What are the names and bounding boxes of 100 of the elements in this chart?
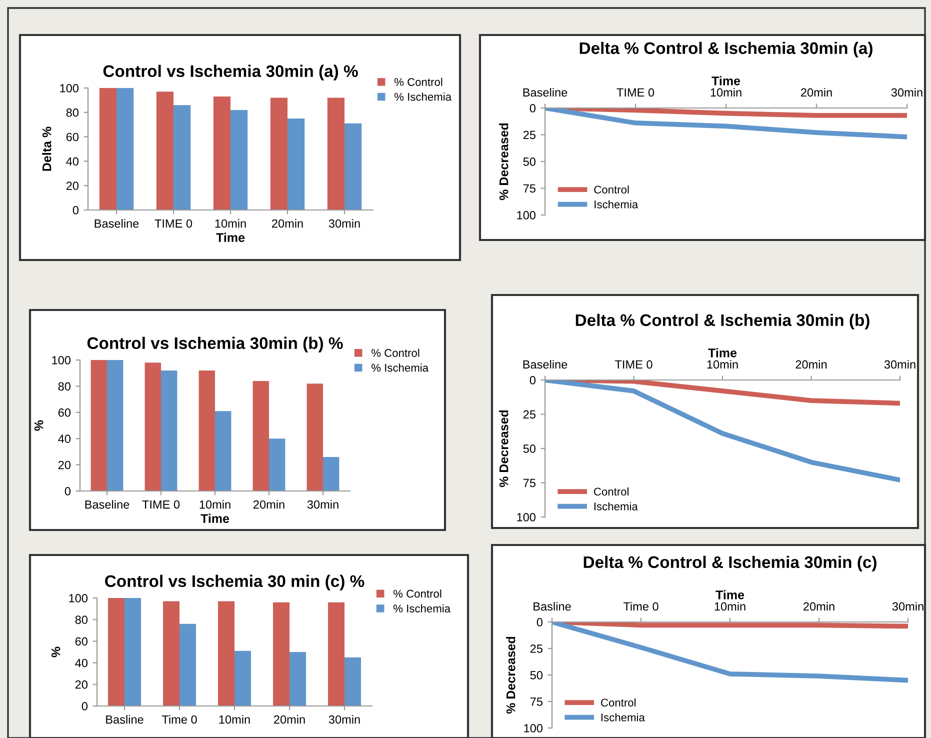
y-tick-label: 20 bbox=[58, 460, 71, 470]
legend-label: % Control bbox=[372, 348, 420, 357]
y-tick-label: 75 bbox=[530, 698, 542, 706]
bar bbox=[198, 370, 215, 491]
y-axis-title: % Decreased bbox=[499, 410, 508, 488]
y-tick-label: 40 bbox=[66, 157, 79, 166]
y-tick-label: 100 bbox=[517, 211, 536, 220]
y-tick-label: 25 bbox=[523, 130, 536, 140]
y-tick-label: 60 bbox=[75, 637, 88, 646]
y-tick-label: 40 bbox=[75, 658, 88, 668]
y-tick-label: 0 bbox=[536, 618, 543, 626]
y-tick-label: 80 bbox=[58, 382, 71, 391]
x-tick-label: 30min bbox=[884, 360, 916, 369]
bar bbox=[215, 411, 232, 491]
x-tick-label: Time 0 bbox=[162, 715, 197, 724]
legend-label: % Ischemia bbox=[394, 604, 451, 612]
y-axis-title: % Decreased bbox=[499, 123, 508, 200]
y-tick-label: 0 bbox=[82, 702, 88, 710]
bar bbox=[161, 370, 178, 491]
y-tick-label: 80 bbox=[75, 616, 88, 624]
y-tick-label: 20 bbox=[75, 680, 88, 689]
x-tick-label: Basline bbox=[534, 602, 571, 611]
bar bbox=[163, 601, 180, 706]
x-axis-title: Time bbox=[216, 232, 245, 242]
x-tick-label: Time 0 bbox=[623, 602, 658, 611]
legend-label: % Ischemia bbox=[372, 364, 429, 372]
x-tick-label: Baseline bbox=[523, 360, 568, 369]
y-tick-label: 75 bbox=[523, 184, 536, 193]
y-tick-label: 50 bbox=[530, 671, 543, 680]
y-tick-label: 100 bbox=[517, 513, 536, 522]
x-tick-label: 20min bbox=[254, 500, 284, 509]
chart-title: Delta % Control & Ischemia 30min (a) bbox=[580, 42, 872, 58]
bar bbox=[344, 123, 362, 210]
x-tick-label: TIME 0 bbox=[142, 500, 180, 509]
chart-title: Control vs Ischemia 30min (b) % bbox=[87, 336, 343, 352]
x-tick-label: 10min bbox=[215, 219, 246, 228]
bar bbox=[116, 88, 134, 210]
y-axis-title: Delta % bbox=[42, 126, 52, 171]
x-tick-label: 20min bbox=[274, 715, 305, 724]
bar bbox=[230, 110, 248, 210]
y-tick-label: 20 bbox=[66, 182, 79, 190]
bar bbox=[174, 105, 191, 210]
x-tick-label: 30min bbox=[328, 715, 360, 724]
x-tick-label: Baseline bbox=[523, 88, 568, 97]
y-tick-label: 75 bbox=[523, 478, 536, 488]
y-tick-label: 0 bbox=[530, 104, 536, 112]
y-tick-label: 50 bbox=[523, 444, 536, 453]
chart-title: Delta % Control & Ischemia 30min (b) bbox=[576, 314, 870, 330]
x-tick-label: 30min bbox=[891, 88, 922, 97]
legend-label: Ischemia bbox=[594, 502, 638, 510]
x-tick-label: Basline bbox=[106, 715, 144, 724]
chart-title: Delta % Control & Ischemia 30min (c) bbox=[584, 556, 876, 572]
x-tick-label: 20min bbox=[272, 219, 303, 228]
bar bbox=[124, 598, 141, 706]
x-tick-label: 20min bbox=[801, 88, 832, 97]
y-tick-label: 40 bbox=[58, 434, 71, 443]
bar bbox=[90, 360, 107, 491]
x-axis-title: Time bbox=[716, 590, 744, 600]
x-axis-title: Time bbox=[200, 514, 230, 523]
bar bbox=[273, 602, 290, 706]
bar bbox=[99, 88, 116, 210]
bar bbox=[107, 360, 124, 491]
x-tick-label: TIME 0 bbox=[614, 360, 652, 369]
bar bbox=[144, 362, 161, 491]
chart-title: Control vs Ischemia 30min (a) % bbox=[103, 64, 358, 80]
bar bbox=[180, 624, 196, 706]
x-tick-label: TIME 0 bbox=[616, 88, 654, 97]
bar bbox=[269, 438, 286, 491]
y-axis-title: % Decreased bbox=[506, 636, 516, 714]
x-tick-label: Baseline bbox=[85, 500, 130, 509]
bar bbox=[234, 650, 251, 706]
legend-label: Ischemia bbox=[594, 200, 638, 208]
bar bbox=[213, 96, 230, 210]
x-tick-label: TIME 0 bbox=[154, 219, 192, 228]
x-axis-title: Time bbox=[712, 76, 740, 86]
y-tick-label: 100 bbox=[69, 594, 88, 602]
y-tick-label: 0 bbox=[72, 206, 79, 214]
x-tick-label: 10min bbox=[707, 360, 738, 369]
bar bbox=[270, 98, 288, 210]
bar bbox=[306, 384, 323, 491]
y-tick-label: 0 bbox=[64, 487, 71, 496]
x-tick-label: 30min bbox=[892, 602, 924, 611]
y-tick-label: 25 bbox=[530, 644, 542, 653]
x-tick-label: 10min bbox=[714, 602, 746, 611]
bar bbox=[327, 98, 344, 210]
y-tick-label: 60 bbox=[66, 132, 79, 142]
x-axis-title: Time bbox=[708, 348, 737, 358]
bar bbox=[288, 118, 305, 210]
bar bbox=[290, 652, 306, 706]
y-tick-label: 0 bbox=[530, 376, 536, 384]
y-tick-label: 60 bbox=[58, 408, 71, 417]
bar bbox=[108, 598, 124, 706]
y-tick-label: 100 bbox=[52, 356, 71, 364]
legend-label: % Control bbox=[394, 589, 442, 598]
bar bbox=[344, 657, 361, 706]
y-tick-label: 80 bbox=[66, 108, 79, 117]
x-tick-label: 20min bbox=[804, 602, 834, 611]
bar bbox=[156, 92, 174, 210]
y-tick-label: 25 bbox=[523, 410, 536, 419]
bar bbox=[323, 456, 340, 491]
